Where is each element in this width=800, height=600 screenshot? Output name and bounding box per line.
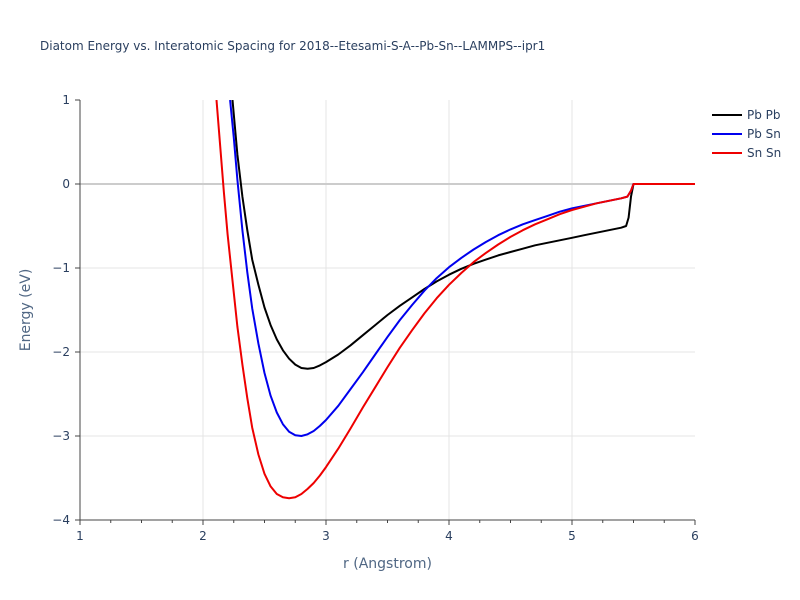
y-tick-label: −3	[52, 429, 70, 443]
ticks	[75, 99, 696, 525]
y-tick-label: 0	[62, 177, 70, 191]
x-tick-label: 4	[445, 529, 453, 543]
legend-label-sn-sn: Sn Sn	[747, 146, 781, 160]
series-line-sn-sn	[215, 100, 695, 500]
legend: Pb Pb Pb Sn Sn Sn	[712, 108, 781, 160]
y-tick-label: −4	[52, 513, 70, 527]
series-line-pb-pb	[231, 100, 695, 370]
series-layer	[215, 100, 695, 500]
x-tick-label: 2	[199, 529, 207, 543]
x-tick-label: 1	[76, 529, 84, 543]
x-tick-label: 5	[568, 529, 576, 543]
chart-title: Diatom Energy vs. Interatomic Spacing fo…	[40, 39, 545, 53]
x-axis-title: r (Angstrom)	[343, 556, 432, 572]
x-tick-label: 3	[322, 529, 330, 543]
y-tick-label: −1	[52, 261, 70, 275]
legend-label-pb-sn: Pb Sn	[747, 127, 781, 141]
legend-label-pb-pb: Pb Pb	[747, 108, 781, 122]
tick-labels: 1 2 3 4 5 6 −4 −3 −2 −1 0 1	[52, 93, 699, 543]
x-tick-label: 6	[691, 529, 699, 543]
y-tick-label: 1	[62, 93, 70, 107]
grid	[80, 100, 695, 520]
y-axis-title: Energy (eV)	[18, 269, 34, 352]
y-tick-label: −2	[52, 345, 70, 359]
